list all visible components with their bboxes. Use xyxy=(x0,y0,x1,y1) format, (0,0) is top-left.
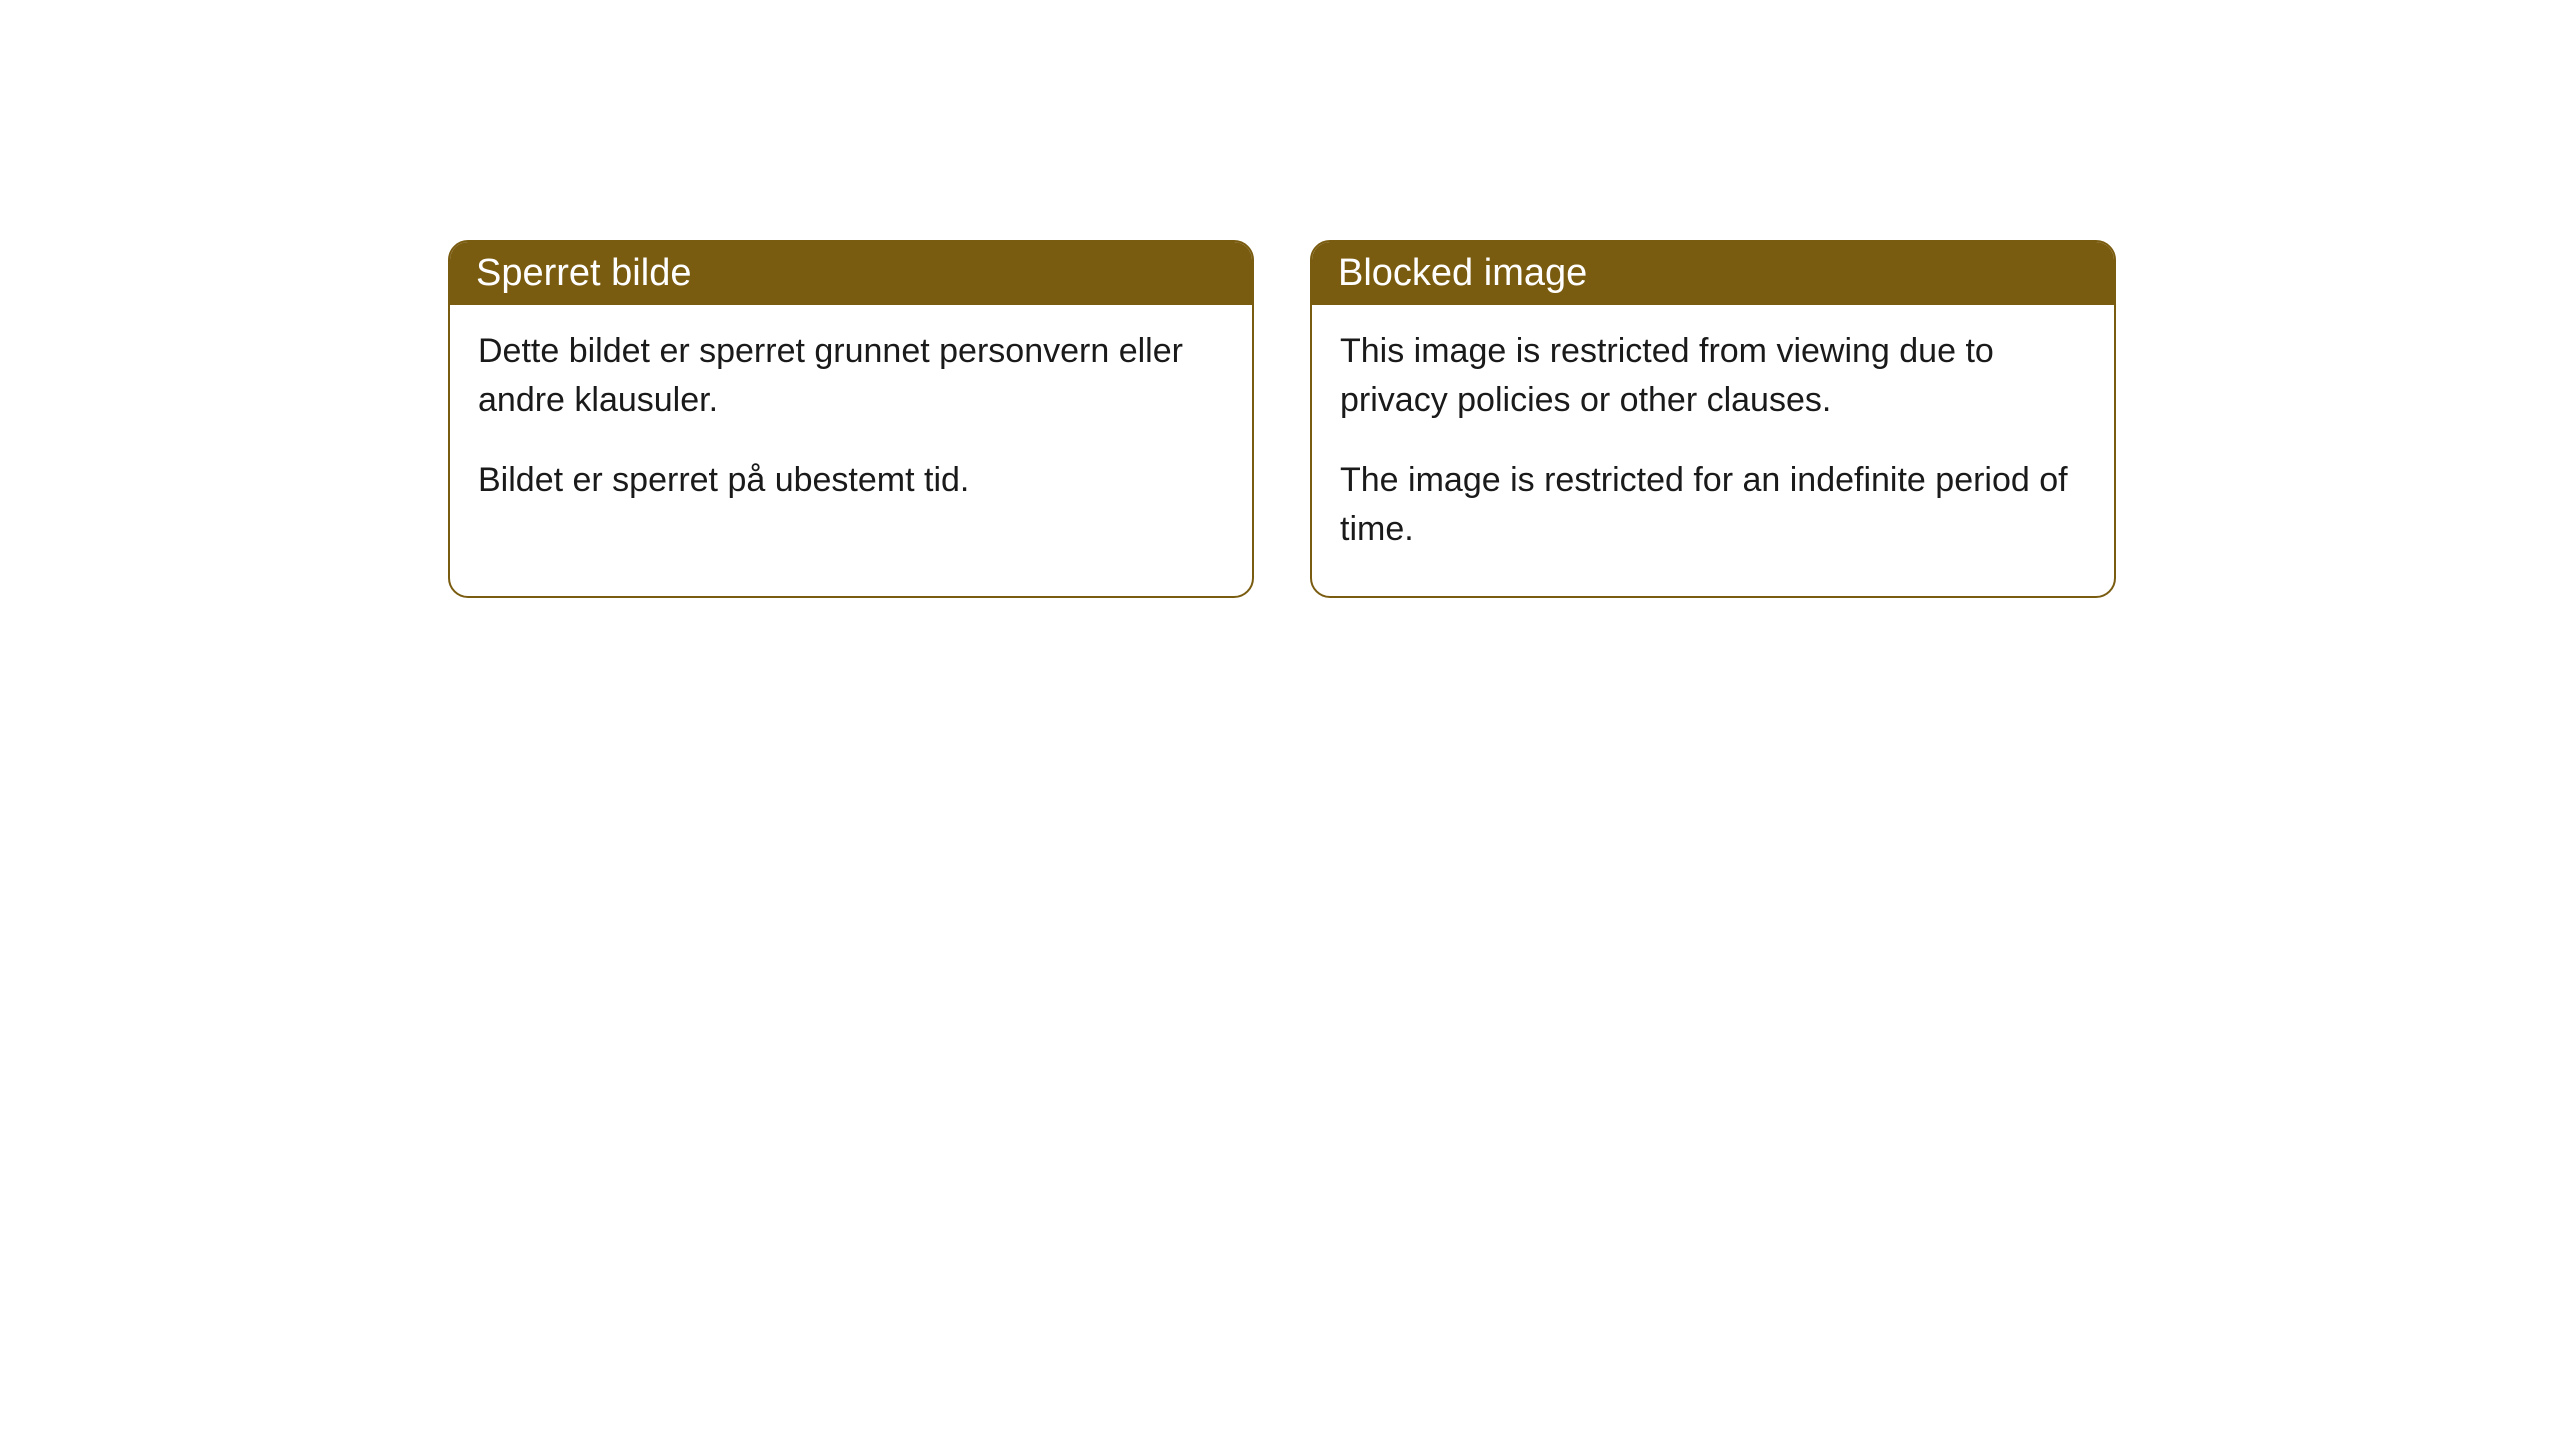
card-paragraph: Bildet er sperret på ubestemt tid. xyxy=(478,456,1224,505)
blocked-image-card-norwegian: Sperret bilde Dette bildet er sperret gr… xyxy=(448,240,1254,598)
card-paragraph: Dette bildet er sperret grunnet personve… xyxy=(478,327,1224,426)
card-header: Sperret bilde xyxy=(450,242,1252,305)
blocked-image-card-english: Blocked image This image is restricted f… xyxy=(1310,240,2116,598)
card-paragraph: The image is restricted for an indefinit… xyxy=(1340,456,2086,555)
notice-cards-container: Sperret bilde Dette bildet er sperret gr… xyxy=(448,240,2116,598)
card-body: This image is restricted from viewing du… xyxy=(1312,305,2114,596)
card-body: Dette bildet er sperret grunnet personve… xyxy=(450,305,1252,547)
card-title: Sperret bilde xyxy=(476,252,691,294)
card-title: Blocked image xyxy=(1338,252,1587,294)
card-header: Blocked image xyxy=(1312,242,2114,305)
card-paragraph: This image is restricted from viewing du… xyxy=(1340,327,2086,426)
